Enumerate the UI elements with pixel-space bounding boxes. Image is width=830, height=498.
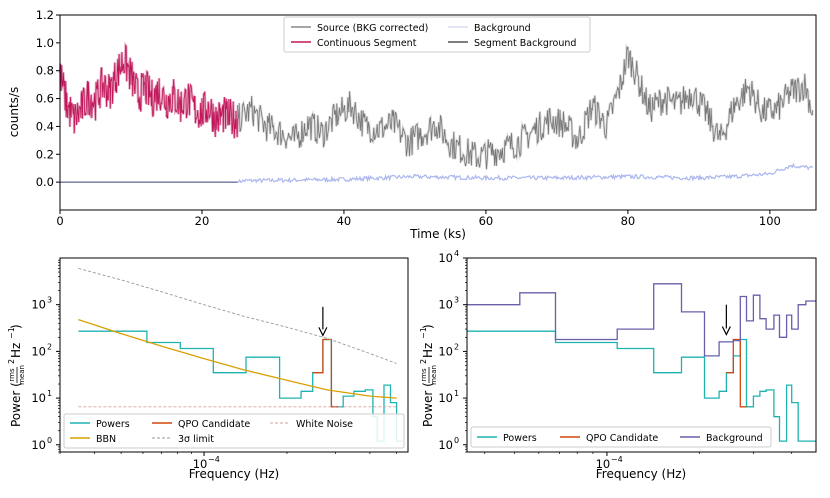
y-tick-label-exp: 0: [454, 436, 459, 445]
bl-ylabel-hzexp: −1: [7, 327, 16, 339]
bl-axes-frame: [59, 257, 409, 453]
x-tick-label-exp: −4: [208, 455, 220, 464]
psd-panel-right: 10 010 110 210 310 410 −4 Frequency (Hz) Power…: [419, 249, 817, 481]
y-tick-label-exp: 2: [47, 342, 52, 351]
legend-label-segment-bkg: Segment Background: [474, 38, 576, 49]
br-legend: Powers QPO Candidate Background: [470, 426, 772, 448]
y-tick-label-exp: 3: [47, 296, 52, 305]
y-tick-label-base: 10: [438, 391, 453, 405]
bbn-line: [78, 318, 397, 399]
top-y-ticks: 0.0 0.2 0.4 0.6 0.8 1.0 1.2: [36, 8, 60, 189]
y-tick-label-exp: 2: [454, 342, 459, 351]
br-ylabel-hz: Hz: [421, 343, 435, 358]
top-x-tick-label: 60: [479, 214, 494, 228]
qpo-arrow-head: [318, 327, 328, 337]
legend-label-continuous: Continuous Segment: [317, 38, 417, 49]
br-ylabel-mean: mean: [430, 365, 438, 385]
br-ylabel-rms: rms: [420, 368, 428, 382]
y-tick-label-exp: 3: [454, 296, 459, 305]
top-x-tick-label: 0: [56, 214, 63, 228]
br-ylabel-exp: 2: [419, 359, 428, 364]
br-legend-label-qpo: QPO Candidate: [586, 433, 658, 444]
bl-ylabel-hz: Hz: [9, 343, 23, 358]
bl-legend-label-qpo: QPO Candidate: [178, 419, 250, 430]
y-tick-label-exp: 1: [454, 389, 459, 398]
bl-ylabel-close: ): [9, 324, 23, 329]
bl-ylabel-mean: mean: [18, 365, 26, 385]
br-ylabel-close: ): [421, 324, 435, 329]
br-ylabel-hzexp: −1: [419, 327, 428, 339]
bl-legend-label-bbn: BBN: [96, 434, 116, 445]
br-ylabel-power: Power (: [421, 382, 435, 427]
top-y-tick-label: 0.6: [36, 92, 54, 106]
top-y-tick-label: 0.8: [36, 64, 54, 78]
source-curve: [237, 45, 813, 170]
powers-line: [467, 330, 816, 442]
top-x-tick-label: 100: [759, 214, 781, 228]
top-x-tick-label: 40: [337, 214, 352, 228]
y-tick-label-base: 10: [438, 344, 453, 358]
continuous-segment-curve: [59, 44, 238, 139]
y-tick-label-exp: 1: [47, 389, 52, 398]
br-legend-label-powers: Powers: [503, 433, 537, 444]
br-axes-frame: [466, 257, 817, 453]
bl-ticks: 10 010 110 210 310 −4: [31, 259, 397, 471]
top-legend: Source (BKG corrected) Background Contin…: [283, 16, 591, 53]
top-y-tick-label: 1.2: [36, 8, 54, 22]
background-line: [467, 283, 816, 357]
source-error-band: [236, 42, 814, 170]
qpo-arrow-head: [721, 326, 731, 336]
top-legend-box: [283, 16, 591, 53]
y-tick-label-base: 10: [438, 298, 453, 312]
qpo-candidate-line: [312, 338, 338, 408]
bl-legend-label-white: White Noise: [296, 419, 353, 430]
bl-x-axis-label: Frequency (Hz): [189, 467, 280, 481]
bl-y-axis-label: Power ( rms mean 2 Hz −1 ): [7, 324, 26, 427]
background-curve: [60, 162, 813, 184]
top-axes-frame: [59, 14, 817, 211]
top-y-tick-label: 0.4: [36, 119, 54, 133]
bl-ylabel-rms: rms: [8, 368, 16, 382]
br-ticks: 10 010 110 210 310 410 −4: [438, 249, 793, 471]
bl-legend-box: [63, 413, 405, 449]
y-tick-label-base: 10: [31, 391, 46, 405]
y-tick-label-base: 10: [438, 251, 453, 265]
psd-panel-left: 10 010 110 210 310 −4 Frequency (Hz) Power ( …: [7, 257, 409, 481]
br-y-axis-label: Power ( rms mean 2 Hz −1 ): [419, 324, 438, 427]
light-curve-panel: 0 20 40 60 80 100 0.0 0.2 0.4 0.6 0.8 1.0 1.2 Time …: [7, 8, 817, 241]
x-tick-label-base: 10: [596, 457, 611, 471]
top-y-tick-label: 0.2: [36, 147, 54, 161]
bl-ylabel-exp: 2: [7, 359, 16, 364]
br-legend-label-background: Background: [706, 433, 763, 444]
y-tick-label-exp: 4: [454, 249, 459, 258]
top-x-ticks: 0 20 40 60 80 100: [56, 210, 781, 228]
br-legend-box: [470, 426, 772, 448]
bl-legend-label-powers: Powers: [96, 419, 130, 430]
y-tick-label-base: 10: [31, 438, 46, 452]
panel-2-series: [467, 283, 816, 442]
top-y-tick-label: 1.0: [36, 36, 54, 50]
y-tick-label-base: 10: [31, 298, 46, 312]
br-x-axis-label: Frequency (Hz): [596, 467, 687, 481]
top-x-axis-label: Time (ks): [409, 227, 466, 241]
bl-legend-label-3sigma: 3σ limit: [178, 434, 214, 445]
3-limit-line: [78, 267, 397, 364]
qpo-candidate-line: [726, 338, 747, 408]
legend-label-background: Background: [474, 23, 531, 34]
bl-ylabel-power: Power (: [9, 382, 23, 427]
top-y-axis-label: counts/s: [7, 87, 21, 137]
y-tick-label-base: 10: [31, 344, 46, 358]
bl-legend: Powers QPO Candidate White Noise BBN 3σ …: [63, 413, 405, 449]
top-y-tick-label: 0.0: [36, 175, 54, 189]
top-x-tick-label: 80: [621, 214, 636, 228]
y-tick-label-base: 10: [438, 438, 453, 452]
top-x-tick-label: 20: [195, 214, 210, 228]
x-tick-label-base: 10: [193, 457, 208, 471]
x-tick-label-exp: −4: [611, 455, 623, 464]
y-tick-label-exp: 0: [47, 436, 52, 445]
legend-label-source: Source (BKG corrected): [317, 23, 428, 34]
